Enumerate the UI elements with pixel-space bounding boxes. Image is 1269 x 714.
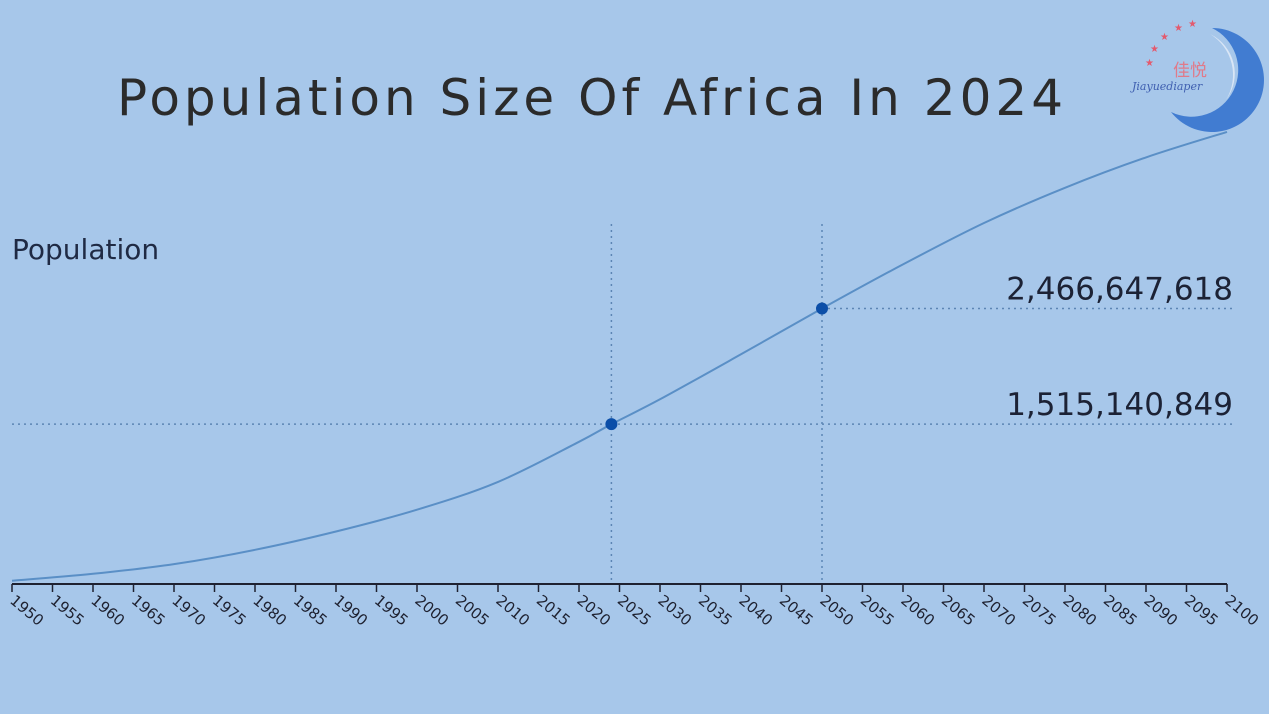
x-tick-label-2090: 2090 bbox=[1140, 591, 1181, 629]
x-tick-label-2045: 2045 bbox=[776, 591, 817, 629]
x-tick-label-2035: 2035 bbox=[695, 591, 736, 629]
y-axis-label: Population bbox=[12, 233, 159, 266]
x-tick-label-2100: 2100 bbox=[1221, 591, 1262, 629]
x-tick-label-1965: 1965 bbox=[128, 591, 169, 629]
x-tick-label-2085: 2085 bbox=[1100, 591, 1141, 629]
x-tick-label-1955: 1955 bbox=[47, 591, 88, 629]
svg-text:★: ★ bbox=[1150, 44, 1159, 55]
x-tick-label-2075: 2075 bbox=[1019, 591, 1060, 629]
x-tick-label-2065: 2065 bbox=[938, 591, 979, 629]
guide-lines bbox=[12, 224, 1233, 584]
brand-logo: ★ ★ ★ ★ ★ 佳悦 Jiayuediaper bbox=[1130, 19, 1264, 132]
x-tick-label-2055: 2055 bbox=[857, 591, 898, 629]
x-tick-label-1970: 1970 bbox=[168, 591, 209, 629]
x-tick-label-1980: 1980 bbox=[249, 591, 290, 629]
population-line bbox=[11, 130, 1228, 582]
x-tick-label-2025: 2025 bbox=[614, 591, 655, 629]
logo-cjk-text: 佳悦 bbox=[1173, 61, 1207, 81]
x-tick-label-2040: 2040 bbox=[735, 591, 776, 629]
x-tick-label-2070: 2070 bbox=[978, 591, 1019, 629]
svg-text:★: ★ bbox=[1174, 23, 1183, 34]
x-tick-label-2095: 2095 bbox=[1181, 591, 1222, 629]
highlight-point-2050 bbox=[816, 302, 828, 315]
x-tick-label-2005: 2005 bbox=[452, 591, 493, 629]
logo-latin-text: Jiayuediaper bbox=[1130, 80, 1203, 93]
x-tick-label-2010: 2010 bbox=[492, 591, 533, 629]
x-tick-label-1995: 1995 bbox=[371, 591, 412, 629]
highlight-value-label-2050: 2,466,647,618 bbox=[1006, 272, 1233, 308]
x-tick-label-2060: 2060 bbox=[897, 591, 938, 629]
svg-text:★: ★ bbox=[1188, 19, 1197, 30]
x-tick-label-1990: 1990 bbox=[330, 591, 371, 629]
x-tick-label-2020: 2020 bbox=[573, 591, 614, 629]
svg-text:★: ★ bbox=[1160, 32, 1169, 43]
highlight-markers: 1,515,140,849 2,466,647,618 bbox=[605, 272, 1233, 431]
x-tick-label-2030: 2030 bbox=[654, 591, 695, 629]
highlight-value-label-2024: 1,515,140,849 bbox=[1006, 387, 1233, 423]
x-axis: 1950 1955 1960 1965 1970 1975 1980 1985 1990 1995… bbox=[6, 583, 1262, 630]
chart-title: Population Size Of Africa In 2024 bbox=[117, 69, 1067, 127]
svg-text:★: ★ bbox=[1145, 58, 1154, 69]
x-tick-label-2000: 2000 bbox=[411, 591, 452, 629]
x-tick-label-2080: 2080 bbox=[1059, 591, 1100, 629]
x-tick-label-1950: 1950 bbox=[6, 591, 47, 629]
x-tick-label-2050: 2050 bbox=[816, 591, 857, 629]
x-tick-label-1975: 1975 bbox=[209, 591, 250, 629]
x-tick-label-1960: 1960 bbox=[87, 591, 128, 629]
series-line bbox=[11, 130, 1228, 582]
highlight-point-2024 bbox=[605, 418, 618, 431]
x-tick-label-1985: 1985 bbox=[290, 591, 331, 629]
x-tick-label-2015: 2015 bbox=[533, 591, 574, 629]
